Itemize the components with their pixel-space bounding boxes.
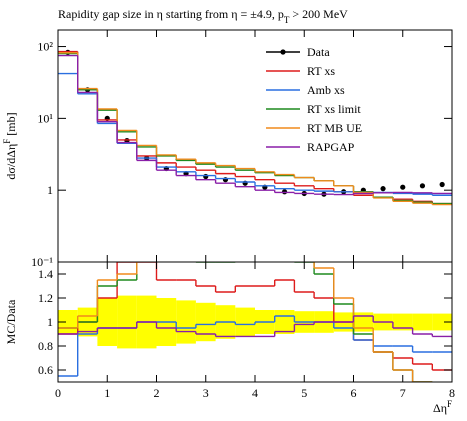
y-tick-label: 10² (37, 40, 53, 54)
x-axis-label-part: Δη (433, 401, 447, 415)
data-point (380, 186, 386, 192)
uncertainty-band (117, 295, 137, 349)
y-tick-label: 10¹ (37, 111, 53, 125)
y-tick-label: 1 (47, 315, 53, 329)
step-connector (77, 51, 433, 204)
chart-title: Rapidity gap size in η starting from η =… (58, 7, 348, 25)
legend-marker (280, 49, 286, 55)
x-tick-label: 7 (400, 386, 406, 400)
y-axis-label-part: dσ/dΔη (4, 144, 18, 180)
y-tick-label: 1.2 (38, 291, 53, 305)
uncertainty-band (176, 300, 196, 344)
x-tick-label: 1 (104, 386, 110, 400)
uncertainty-band (412, 313, 433, 331)
uncertainty-band (235, 307, 255, 337)
y-tick-label: 1 (47, 183, 53, 197)
x-tick-label: 2 (154, 386, 160, 400)
legend-label: RT xs limit (307, 102, 361, 116)
chart-title-part: Rapidity gap size in η starting from η =… (58, 7, 284, 21)
y-tick-label: 0.6 (38, 363, 53, 377)
legend-label: RT MB UE (307, 121, 362, 135)
step-connector (77, 53, 433, 204)
y-axis-label: MC/Data (4, 299, 18, 344)
x-axis-label-part: F (447, 399, 452, 409)
data-point (419, 183, 426, 189)
uncertainty-band (392, 313, 413, 331)
y-axis-label: dσ/dΔηF [mb] (2, 112, 18, 179)
step-connector (77, 262, 433, 382)
y-tick-label: 1.4 (38, 267, 53, 281)
legend-label: RAPGAP (307, 140, 355, 154)
data-point (439, 181, 445, 188)
uncertainty-band (274, 310, 295, 334)
uncertainty-band (432, 313, 452, 331)
x-tick-label: 5 (301, 386, 307, 400)
data-point (203, 173, 209, 180)
x-tick-label: 0 (55, 386, 61, 400)
panel-frame (57, 29, 453, 263)
uncertainty-band (97, 298, 118, 346)
x-axis-label: ΔηF (433, 399, 452, 415)
uncertainty-band (195, 302, 216, 342)
y-axis-label-part: [mb] (4, 112, 18, 138)
data-point (400, 184, 406, 190)
data-point (222, 177, 229, 183)
plot-area (58, 262, 452, 382)
legend-label: Amb xs (307, 83, 345, 97)
x-tick-label: 3 (203, 386, 209, 400)
step-connector (77, 55, 433, 195)
x-tick-label: 6 (351, 386, 357, 400)
uncertainty-band (353, 312, 374, 332)
plot-area (58, 49, 452, 206)
chart-title-part: > 200 MeV (289, 7, 348, 21)
y-axis-label-part: F (2, 139, 12, 144)
legend-label: RT xs (307, 64, 335, 78)
x-tick-label: 8 (449, 386, 455, 400)
x-tick-label: 4 (252, 386, 258, 400)
chart-title-part: T (284, 15, 290, 25)
legend-label: Data (307, 45, 330, 59)
y-tick-label: 0.8 (38, 339, 53, 353)
y-tick-label: 10⁻¹ (31, 255, 53, 269)
